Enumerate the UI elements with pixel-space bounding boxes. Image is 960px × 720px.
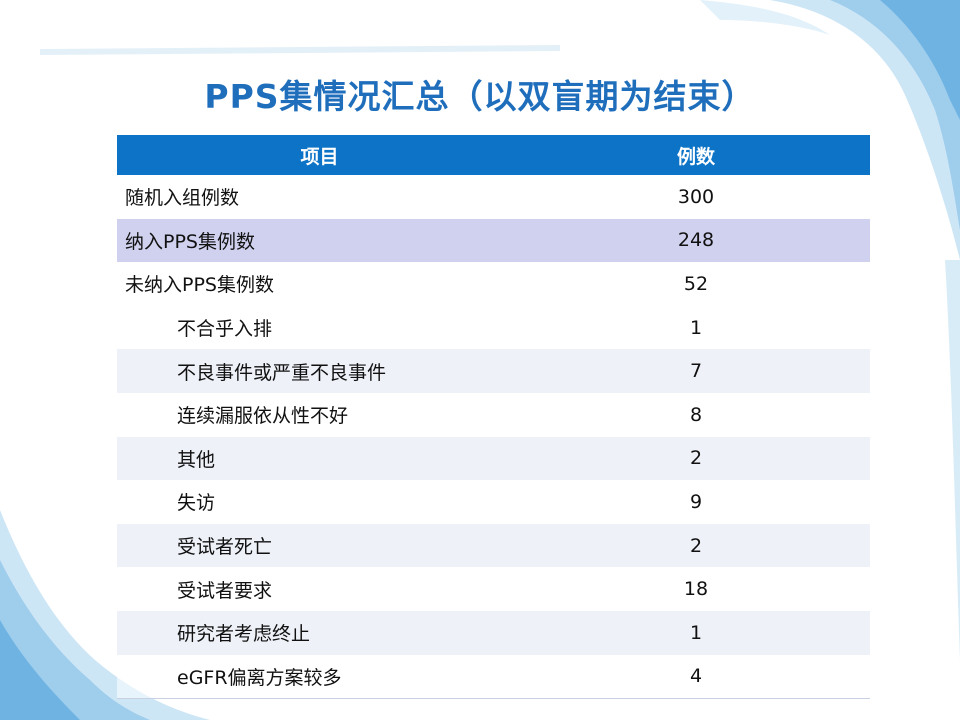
row-count: 9 <box>689 490 703 513</box>
table-row: 连续漏服依从性不好 8 <box>117 392 870 437</box>
table-row: 受试者要求 18 <box>117 567 870 611</box>
row-count: 52 <box>683 272 709 295</box>
row-label: 随机入组例数 <box>125 187 240 210</box>
row-count: 8 <box>689 403 703 426</box>
pps-summary-table: 项目 例数 随机入组例数 300 纳入PPS集例数 248 未纳入PPS集例数 … <box>117 135 870 699</box>
table-row: 纳入PPS集例数 248 <box>117 218 870 263</box>
table-row: 失访 9 <box>117 480 870 524</box>
row-label: 纳入PPS集例数 <box>125 230 255 253</box>
row-label: eGFR偏离方案较多 <box>177 666 342 689</box>
column-header-item: 项目 <box>300 145 339 168</box>
row-count: 2 <box>689 534 703 557</box>
table-row: 研究者考虑终止 1 <box>117 610 870 655</box>
row-count: 4 <box>689 665 703 688</box>
table-row: 不合乎入排 1 <box>117 305 870 350</box>
row-count: 1 <box>689 621 703 644</box>
table-row: 未纳入PPS集例数 52 <box>117 262 870 306</box>
row-label: 受试者死亡 <box>177 536 273 559</box>
table-header-row: 项目 例数 <box>117 135 870 175</box>
row-label: 受试者要求 <box>177 579 273 602</box>
row-label: 连续漏服依从性不好 <box>177 405 349 428</box>
row-label: 不良事件或严重不良事件 <box>177 361 387 384</box>
table-row: 不良事件或严重不良事件 7 <box>117 349 870 393</box>
row-label: 未纳入PPS集例数 <box>125 274 274 297</box>
row-label: 其他 <box>177 448 216 471</box>
row-label: 不合乎入排 <box>177 318 273 341</box>
row-count: 1 <box>689 316 703 339</box>
column-header-count: 例数 <box>676 145 715 168</box>
row-count: 248 <box>677 229 715 252</box>
pps-summary-table-container: 项目 例数 随机入组例数 300 纳入PPS集例数 248 未纳入PPS集例数 … <box>117 135 870 699</box>
row-count: 300 <box>677 185 715 208</box>
page-title: PPS集情况汇总（以双盲期为结束） <box>204 77 756 116</box>
table-row: 其他 2 <box>117 436 870 481</box>
table-row: 受试者死亡 2 <box>117 523 870 568</box>
table-row: eGFR偏离方案较多 4 <box>117 654 870 699</box>
row-count: 7 <box>689 360 703 383</box>
row-label: 研究者考虑终止 <box>177 623 311 646</box>
row-count: 2 <box>689 447 703 470</box>
row-count: 18 <box>683 578 709 601</box>
row-label: 失访 <box>177 492 216 515</box>
table-row: 随机入组例数 300 <box>117 175 870 219</box>
